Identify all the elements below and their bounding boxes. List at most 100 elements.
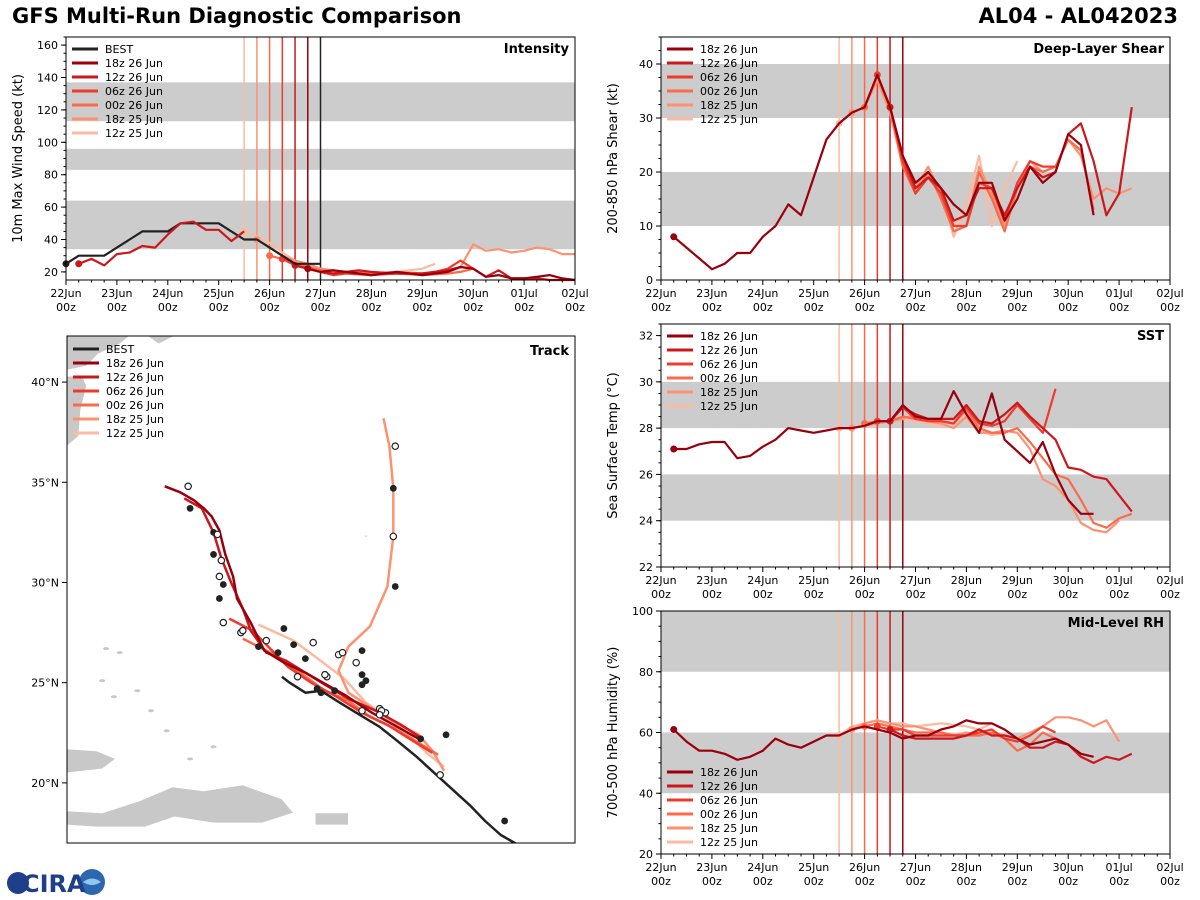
intensity-ylabel: 10m Max Wind Speed (kt) <box>11 74 26 243</box>
rh-legend-label: 18z 26 Jun <box>700 766 758 779</box>
sst-ytick-label: 26 <box>639 468 653 481</box>
track-point-filled <box>219 581 227 588</box>
sst-ytick-label: 30 <box>639 376 653 389</box>
track-point-filled <box>442 731 450 739</box>
track-legend-label: BEST <box>106 343 134 356</box>
sst-xtick-label: 29Jun <box>1002 574 1033 587</box>
track-point-filled <box>358 647 366 655</box>
sst-xtick-label-hour: 00z <box>1058 588 1078 601</box>
track-point-filled <box>210 551 217 558</box>
intensity-series-start-point <box>75 260 83 268</box>
track-legend-label: 06z 26 Jun <box>106 385 164 398</box>
track-point-filled <box>358 671 366 679</box>
track-ytick-label: 30°N <box>31 576 59 589</box>
intensity-xtick-label-hour: 00z <box>311 301 331 314</box>
track-plot-area <box>67 336 575 843</box>
track-point-filled <box>280 625 288 632</box>
shear-legend-label: 18z 25 Jun <box>700 99 758 112</box>
intensity-xtick-label-hour: 00z <box>209 301 229 314</box>
track-point-filled <box>290 641 298 649</box>
intensity-xtick-label: 30Jun <box>458 287 489 300</box>
track-point-hollow <box>436 771 444 779</box>
intensity-ytick-label: 80 <box>44 169 58 182</box>
storm-id: AL04 - AL042023 <box>978 4 1179 28</box>
intensity-ytick-label: 160 <box>37 39 58 52</box>
intensity-ytick-label: 20 <box>44 266 58 279</box>
sst-xtick-label-hour: 00z <box>651 588 671 601</box>
island-shape <box>148 709 155 713</box>
track-ytick-label: 35°N <box>31 476 59 489</box>
land-mass <box>146 336 175 345</box>
shear-xtick-label-hour: 00z <box>1058 301 1078 314</box>
shear-xtick-label: 28Jun <box>951 287 982 300</box>
shear-xtick-label-hour: 00z <box>702 301 722 314</box>
track-ocean <box>67 336 575 843</box>
shear-xtick-label: 26Jun <box>849 287 880 300</box>
shear-band <box>661 64 1170 118</box>
shear-xtick-label: 24Jun <box>747 287 778 300</box>
intensity-ytick-label: 100 <box>37 136 58 149</box>
track-point-hollow <box>389 532 398 541</box>
track-point-hollow <box>338 648 347 657</box>
sst-xtick-label: 02Jul <box>1156 574 1183 587</box>
sst-legend-label: 12z 25 Jun <box>700 400 758 413</box>
shear-xtick-label: 29Jun <box>1002 287 1033 300</box>
intensity-ytick-label: 140 <box>37 72 58 85</box>
sst-xtick-label: 25Jun <box>798 574 829 587</box>
track-ytick-label: 25°N <box>31 677 59 690</box>
island-shape <box>210 745 217 749</box>
sst-xtick-label-hour: 00z <box>1160 588 1180 601</box>
shear-ytick-label: 30 <box>639 112 653 125</box>
shear-xtick-label-hour: 00z <box>906 301 926 314</box>
land-mass <box>67 748 117 774</box>
intensity-xtick-label: 27Jun <box>305 287 336 300</box>
shear-legend-label: 12z 25 Jun <box>700 113 758 126</box>
track-point-filled <box>362 677 370 685</box>
sst-xtick-label-hour: 00z <box>1109 588 1129 601</box>
sst-xtick-label: 22Jun <box>645 574 676 587</box>
sst-xtick-label: 30Jun <box>1053 574 1084 587</box>
track-point-hollow <box>262 636 271 645</box>
track-ytick-label: 20°N <box>31 777 59 790</box>
intensity-xtick-label: 01Jul <box>510 287 537 300</box>
cira-logo-graphic: CIRA <box>7 869 105 898</box>
intensity-series-line <box>78 220 245 267</box>
track-point-filled <box>274 649 282 657</box>
shear-ytick-label: 10 <box>639 220 653 233</box>
intensity-legend-label: 12z 25 Jun <box>105 127 163 140</box>
sst-xtick-label-hour: 00z <box>753 588 773 601</box>
intensity-title: Intensity <box>504 42 570 57</box>
rh-band <box>661 611 1170 672</box>
track-legend-label: 12z 25 Jun <box>106 427 164 440</box>
track-series-line <box>228 617 434 754</box>
sst-xtick-label: 26Jun <box>849 574 880 587</box>
rh-ylabel: 700-500 hPa Humidity (%) <box>606 647 621 819</box>
sst-xtick-label-hour: 00z <box>702 588 722 601</box>
intensity-xtick-label: 22Jun <box>50 287 81 300</box>
intensity-xtick-label: 24Jun <box>152 287 183 300</box>
shear-xtick-label-hour: 00z <box>957 301 977 314</box>
rh-xtick-label-hour: 00z <box>702 875 722 888</box>
intensity-xtick-label-hour: 00z <box>56 301 76 314</box>
track-point-filled <box>417 735 425 743</box>
shear-series-line <box>889 106 1133 222</box>
logo-globe-left <box>7 872 29 894</box>
shear-xtick-label-hour: 00z <box>804 301 824 314</box>
sst-legend-label: 00z 26 Jun <box>700 372 758 385</box>
intensity-xtick-label: 23Jun <box>101 287 132 300</box>
land-mass <box>314 812 349 826</box>
sst-series-line <box>877 388 1057 434</box>
island-shape <box>163 729 170 733</box>
intensity-xtick-label: 29Jun <box>407 287 438 300</box>
track-point-filled <box>186 504 194 512</box>
intensity-xtick-label-hour: 00z <box>565 301 585 314</box>
rh-xtick-label: 25Jun <box>798 861 829 874</box>
rh-plot-area <box>661 611 1170 854</box>
rh-xtick-label: 30Jun <box>1053 861 1084 874</box>
track-legend-label: 12z 26 Jun <box>106 371 164 384</box>
rh-ytick-label: 100 <box>632 605 653 618</box>
track-point-hollow <box>352 658 360 667</box>
island-shape <box>99 679 106 683</box>
shear-title: Deep-Layer Shear <box>1033 42 1164 57</box>
